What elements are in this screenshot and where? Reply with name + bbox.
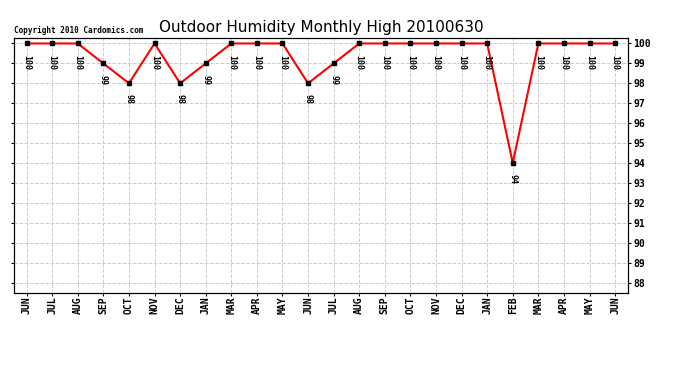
Title: Outdoor Humidity Monthly High 20100630: Outdoor Humidity Monthly High 20100630 (159, 20, 483, 35)
Text: 100: 100 (73, 55, 82, 70)
Text: 100: 100 (534, 55, 543, 70)
Text: 100: 100 (611, 55, 620, 70)
Text: 100: 100 (227, 55, 236, 70)
Text: 99: 99 (201, 75, 210, 84)
Text: 100: 100 (150, 55, 159, 70)
Text: Copyright 2010 Cardomics.com: Copyright 2010 Cardomics.com (14, 26, 144, 35)
Text: 98: 98 (124, 94, 133, 104)
Text: 100: 100 (48, 55, 57, 70)
Text: 100: 100 (253, 55, 262, 70)
Text: 100: 100 (278, 55, 287, 70)
Text: 98: 98 (176, 94, 185, 104)
Text: 100: 100 (585, 55, 594, 70)
Text: 100: 100 (355, 55, 364, 70)
Text: 100: 100 (560, 55, 569, 70)
Text: 100: 100 (406, 55, 415, 70)
Text: 100: 100 (22, 55, 31, 70)
Text: 100: 100 (380, 55, 389, 70)
Text: 98: 98 (304, 94, 313, 104)
Text: 99: 99 (99, 75, 108, 84)
Text: 99: 99 (329, 75, 338, 84)
Text: 100: 100 (431, 55, 440, 70)
Text: 94: 94 (509, 174, 518, 184)
Text: 100: 100 (483, 55, 492, 70)
Text: 100: 100 (457, 55, 466, 70)
